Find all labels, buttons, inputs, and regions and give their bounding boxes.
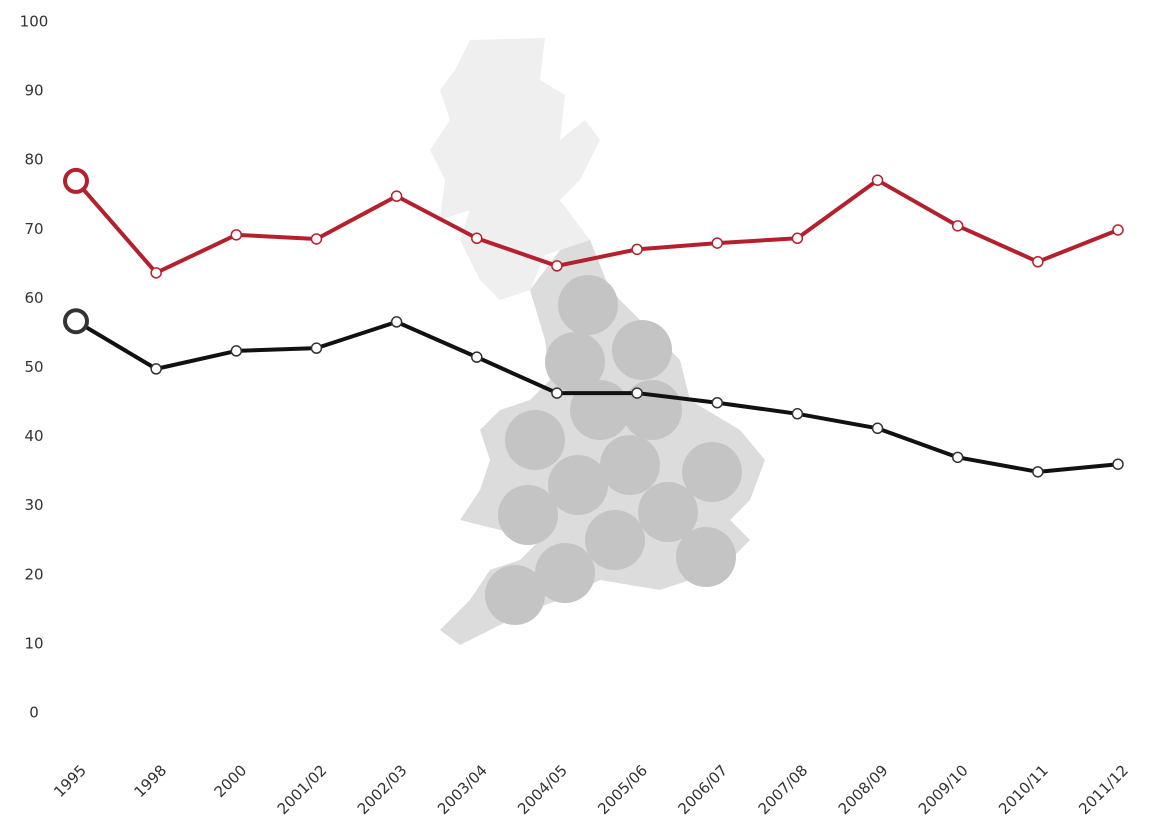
- data-point: [1112, 458, 1124, 470]
- y-tick-label: 50: [24, 358, 43, 376]
- data-point: [631, 243, 643, 256]
- x-tick-label: 2005/06: [594, 761, 651, 818]
- data-point: [471, 351, 483, 363]
- data-point: [230, 229, 243, 241]
- y-tick-label: 60: [24, 289, 43, 307]
- data-point: [551, 260, 563, 272]
- x-tick-label: 2002/03: [354, 761, 411, 818]
- x-tick-label: 1998: [130, 761, 170, 801]
- data-point: [871, 422, 884, 435]
- y-tick-label: 20: [24, 565, 43, 583]
- series-line: [74, 319, 1119, 474]
- data-point: [871, 174, 884, 186]
- y-tick-label: 0: [29, 704, 39, 722]
- data-point: [1112, 224, 1124, 236]
- data-point: [471, 232, 483, 245]
- x-tick-label: 2003/04: [434, 761, 491, 818]
- x-tick-label: 2001/02: [274, 761, 331, 818]
- x-tick-label: 1995: [50, 761, 90, 801]
- y-tick-label: 30: [24, 496, 43, 514]
- data-point: [63, 308, 89, 335]
- data-point: [711, 396, 723, 409]
- map-illustration: [430, 38, 765, 645]
- data-point: [390, 190, 403, 202]
- data-point: [791, 232, 804, 245]
- y-tick-label: 40: [24, 427, 43, 445]
- x-tick-label: 2009/10: [915, 761, 972, 818]
- y-tick-label: 70: [24, 220, 43, 238]
- data-point: [551, 387, 563, 399]
- x-tick-label: 2011/12: [1075, 761, 1132, 818]
- data-point: [1032, 466, 1044, 478]
- y-tick-label: 80: [24, 151, 43, 169]
- data-point: [150, 363, 162, 375]
- y-tick-label: 90: [24, 82, 43, 100]
- x-tick-label: 2004/05: [514, 761, 571, 818]
- data-point: [310, 342, 323, 354]
- data-point: [791, 408, 804, 420]
- x-tick-label: 2010/11: [995, 761, 1052, 818]
- x-tick-label: 2000: [211, 761, 251, 801]
- data-point: [150, 267, 162, 279]
- x-tick-label: 2006/07: [674, 761, 731, 818]
- data-point: [631, 387, 643, 399]
- x-tick-label: 2007/08: [755, 761, 812, 818]
- series-line: [74, 178, 1119, 275]
- data-point: [951, 220, 964, 232]
- y-tick-label: 10: [24, 634, 43, 652]
- data-point: [230, 345, 243, 357]
- data-point: [310, 233, 323, 245]
- x-tick-label: 2008/09: [835, 761, 892, 818]
- data-point: [1032, 256, 1044, 268]
- data-point: [951, 451, 964, 464]
- data-point: [63, 167, 89, 194]
- data-point: [711, 237, 723, 249]
- data-point: [390, 316, 403, 328]
- y-tick-label: 100: [20, 13, 49, 31]
